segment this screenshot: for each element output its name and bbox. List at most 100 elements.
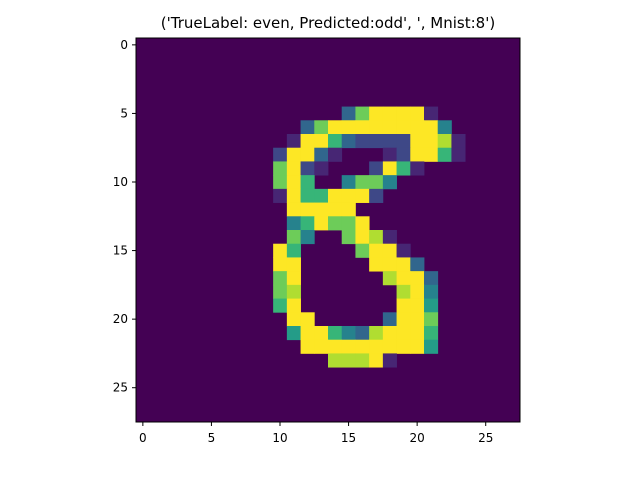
heatmap-cell [397, 299, 411, 313]
heatmap-cell [287, 161, 301, 175]
heatmap-cell [328, 148, 342, 162]
heatmap-cell [410, 148, 424, 162]
heatmap-cell [355, 326, 369, 340]
heatmap-cell [287, 244, 301, 258]
heatmap-cell [451, 148, 465, 162]
heatmap-cell [273, 161, 287, 175]
y-tick-label: 20 [113, 312, 128, 326]
heatmap-cell [314, 148, 328, 162]
heatmap-cell [287, 326, 301, 340]
x-tick-label: 15 [341, 431, 356, 445]
heatmap-cell [369, 244, 383, 258]
heatmap-cell [410, 257, 424, 271]
x-tick-label: 5 [208, 431, 216, 445]
heatmap-cell [410, 120, 424, 134]
heatmap-cell [424, 340, 438, 354]
heatmap-cell [424, 326, 438, 340]
heatmap-cell [355, 189, 369, 203]
heatmap-cell [342, 189, 356, 203]
heatmap-cell [369, 107, 383, 121]
heatmap-cell [301, 161, 315, 175]
heatmap-cell [383, 134, 397, 148]
heatmap-cell [287, 148, 301, 162]
heatmap-cell [397, 326, 411, 340]
heatmap-cell [410, 326, 424, 340]
heatmap-cell [314, 203, 328, 217]
heatmap-cell [328, 326, 342, 340]
heatmap-cell [410, 285, 424, 299]
heatmap-cell [314, 340, 328, 354]
heatmap-cell [383, 340, 397, 354]
heatmap-cell [383, 120, 397, 134]
heatmap-cell [342, 134, 356, 148]
heatmap-cells [136, 38, 520, 422]
heatmap-cell [287, 299, 301, 313]
heatmap-cell [397, 285, 411, 299]
heatmap-cell [369, 120, 383, 134]
heatmap-cell [451, 134, 465, 148]
heatmap-cell [410, 107, 424, 121]
heatmap-cell [342, 216, 356, 230]
heatmap-cell [301, 230, 315, 244]
heatmap-cell [301, 175, 315, 189]
heatmap-cell [287, 203, 301, 217]
heatmap-cell [369, 134, 383, 148]
chart-title: ('TrueLabel: even, Predicted:odd', ', Mn… [161, 14, 495, 32]
heatmap-cell [287, 189, 301, 203]
heatmap-cell [383, 271, 397, 285]
heatmap-cell [342, 230, 356, 244]
heatmap-cell [397, 120, 411, 134]
heatmap-cell [383, 230, 397, 244]
heatmap-cell [273, 244, 287, 258]
heatmap-cell [342, 203, 356, 217]
heatmap-cell [438, 120, 452, 134]
heatmap-cell [287, 134, 301, 148]
heatmap-cell [314, 134, 328, 148]
heatmap-cell [301, 312, 315, 326]
heatmap-cell [355, 244, 369, 258]
heatmap-cell [355, 120, 369, 134]
heatmap-cell [355, 107, 369, 121]
y-tick-label: 0 [120, 38, 128, 52]
heatmap-cell [342, 175, 356, 189]
y-tick-label: 5 [120, 106, 128, 120]
heatmap-cell [287, 175, 301, 189]
heatmap-cell [383, 312, 397, 326]
heatmap-cell [273, 148, 287, 162]
heatmap-cell [369, 326, 383, 340]
heatmap-cell [328, 340, 342, 354]
heatmap-cell [424, 312, 438, 326]
heatmap-cell [397, 244, 411, 258]
heatmap-cell [369, 340, 383, 354]
heatmap-cell [410, 161, 424, 175]
heatmap-cell [355, 134, 369, 148]
x-tick-label: 20 [410, 431, 425, 445]
heatmap-cell [424, 271, 438, 285]
heatmap-cell [328, 353, 342, 367]
heatmap-cell [355, 175, 369, 189]
heatmap-cell [369, 175, 383, 189]
heatmap-cell [342, 120, 356, 134]
heatmap-cell [369, 189, 383, 203]
heatmap-cell [355, 353, 369, 367]
heatmap-cell [287, 230, 301, 244]
heatmap-cell [328, 134, 342, 148]
heatmap-cell [301, 203, 315, 217]
heatmap-cell [314, 326, 328, 340]
heatmap-cell [342, 107, 356, 121]
heatmap-cell [314, 120, 328, 134]
heatmap-cell [287, 216, 301, 230]
heatmap-cell [424, 148, 438, 162]
heatmap-cell [287, 285, 301, 299]
heatmap-cell [342, 326, 356, 340]
heatmap-cell [355, 340, 369, 354]
heatmap-cell [273, 285, 287, 299]
heatmap-cell [314, 216, 328, 230]
heatmap-cell [397, 257, 411, 271]
heatmap-cell [383, 257, 397, 271]
heatmap-cell [369, 353, 383, 367]
heatmap-cell [383, 107, 397, 121]
heatmap-cell [424, 134, 438, 148]
heatmap-cell [273, 299, 287, 313]
